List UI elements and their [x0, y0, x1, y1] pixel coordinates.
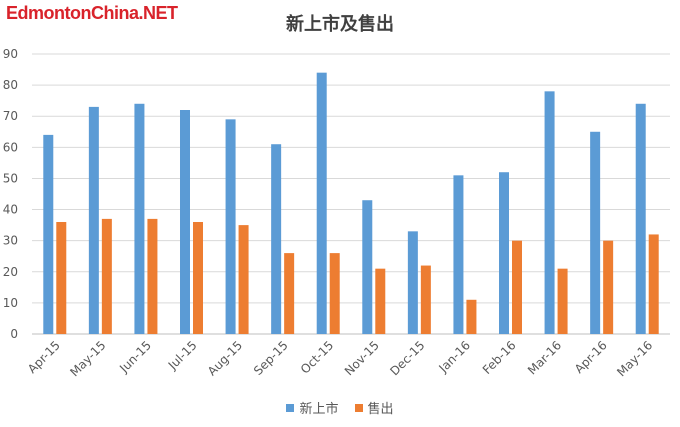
legend-label-series-2: 售出: [367, 402, 394, 417]
x-tick-label: Oct-15: [298, 338, 336, 376]
bar: [635, 103, 646, 335]
bar: [56, 222, 67, 334]
legend: 新上市 售出: [0, 398, 680, 417]
bar: [101, 218, 112, 334]
bar: [407, 231, 418, 334]
legend-item-series-1: 新上市: [286, 398, 339, 417]
x-tick-label: Jan-16: [435, 338, 473, 376]
bar: [590, 131, 601, 334]
bar: [225, 119, 236, 334]
y-tick-label: 30: [3, 234, 18, 248]
watermark-logo: EdmontonChina.NET: [6, 3, 178, 23]
x-tick-label: Aug-15: [205, 338, 245, 378]
bar: [499, 172, 509, 334]
y-tick-label: 70: [3, 109, 18, 123]
x-tick-label: Nov-15: [342, 338, 382, 378]
y-tick-label: 50: [3, 171, 18, 185]
bar: [362, 200, 373, 334]
x-tick-label: Sep-15: [251, 338, 291, 378]
legend-swatch-series-1: [286, 403, 295, 412]
y-tick-label: 0: [10, 327, 18, 341]
bar: [453, 175, 464, 334]
x-tick-label: Feb-16: [480, 338, 519, 377]
bar: [134, 103, 145, 335]
bar: [193, 222, 203, 334]
bar: [512, 240, 522, 334]
x-tick-label: Mar-16: [525, 338, 564, 377]
bar: [88, 106, 99, 334]
y-tick-label: 60: [3, 140, 18, 154]
y-tick-label: 20: [3, 265, 18, 279]
x-tick-label: May-15: [67, 338, 108, 379]
bar: [466, 299, 477, 334]
bar: [316, 72, 327, 335]
x-tick-label: May-16: [614, 338, 655, 379]
y-tick-label: 80: [3, 78, 18, 92]
chart-title: 新上市及售出: [286, 14, 394, 35]
bar: [375, 268, 386, 334]
legend-item-series-2: 售出: [354, 398, 394, 417]
bar: [329, 253, 340, 334]
x-tick-label: Jul-15: [165, 338, 200, 373]
y-tick-label: 40: [3, 203, 18, 217]
bar: [557, 268, 568, 334]
bar: [603, 240, 614, 334]
x-tick-label: Dec-15: [387, 338, 427, 378]
bar: [180, 110, 190, 334]
bar: [43, 134, 54, 334]
bar: [284, 253, 295, 334]
x-tick-label: Jun-15: [116, 338, 154, 376]
legend-label-series-1: 新上市: [299, 402, 339, 417]
bar: [271, 144, 282, 334]
bar: [238, 225, 249, 334]
y-tick-label: 10: [3, 296, 18, 310]
bar: [147, 218, 158, 334]
y-tick-label: 90: [3, 47, 18, 61]
x-tick-label: Apr-16: [572, 338, 610, 376]
x-tick-label: Apr-15: [25, 338, 63, 376]
legend-swatch-series-2: [354, 403, 363, 412]
bar: [420, 265, 431, 334]
bar: [648, 234, 659, 334]
bar: [544, 91, 555, 334]
